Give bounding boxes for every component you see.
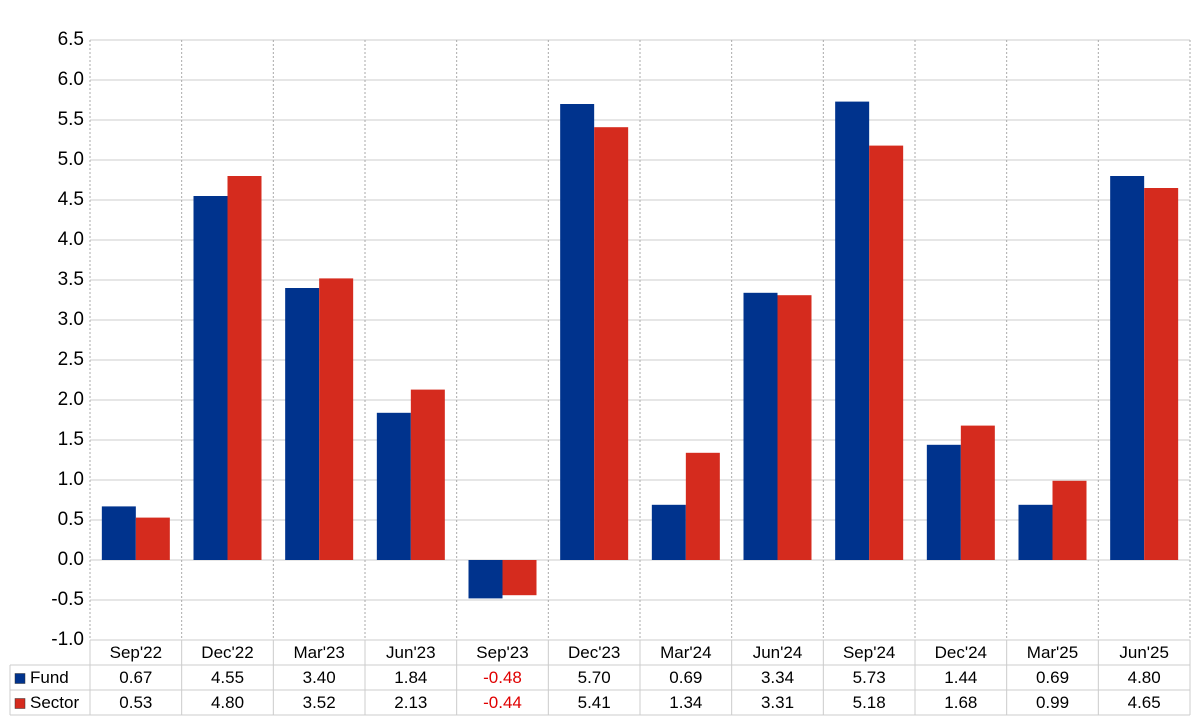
table-value: 2.13 bbox=[394, 693, 427, 712]
bar bbox=[135, 517, 170, 560]
bar bbox=[101, 506, 136, 560]
table-value: 4.80 bbox=[211, 693, 244, 712]
table-value: 3.52 bbox=[303, 693, 336, 712]
table-value: 3.31 bbox=[761, 693, 794, 712]
y-tick-label: -0.5 bbox=[51, 589, 84, 610]
table-value: 3.40 bbox=[303, 668, 336, 687]
bar bbox=[227, 176, 262, 560]
bar bbox=[594, 127, 629, 560]
bar bbox=[376, 412, 411, 560]
table-value: 3.34 bbox=[761, 668, 794, 687]
x-tick-label: Jun'23 bbox=[386, 643, 436, 662]
bar bbox=[743, 292, 778, 560]
bar bbox=[193, 196, 228, 560]
table-value: 0.69 bbox=[1036, 668, 1069, 687]
table-value: -0.48 bbox=[483, 668, 522, 687]
x-tick-label: Mar'25 bbox=[1027, 643, 1078, 662]
bar bbox=[319, 278, 354, 560]
y-tick-label: -1.0 bbox=[51, 629, 84, 650]
x-tick-label: Sep'22 bbox=[110, 643, 162, 662]
table-value: 4.80 bbox=[1128, 668, 1161, 687]
bar bbox=[1110, 176, 1145, 560]
y-tick-label: 0.0 bbox=[58, 549, 84, 570]
table-value: 1.34 bbox=[669, 693, 702, 712]
x-tick-label: Dec'23 bbox=[568, 643, 620, 662]
x-tick-label: Sep'24 bbox=[843, 643, 895, 662]
bar bbox=[1018, 504, 1053, 560]
y-tick-label: 2.0 bbox=[58, 389, 84, 410]
y-tick-label: 5.0 bbox=[58, 149, 84, 170]
legend-label: Sector bbox=[30, 693, 79, 712]
legend-swatch bbox=[14, 698, 26, 709]
bar bbox=[960, 425, 995, 560]
y-tick-label: 6.5 bbox=[58, 29, 84, 50]
table-value: 0.99 bbox=[1036, 693, 1069, 712]
table-value: 5.70 bbox=[578, 668, 611, 687]
y-tick-label: 4.5 bbox=[58, 189, 84, 210]
bar bbox=[410, 389, 445, 560]
bar bbox=[685, 452, 720, 560]
bar bbox=[651, 504, 686, 560]
table-value: 0.53 bbox=[119, 693, 152, 712]
table-value: 1.68 bbox=[944, 693, 977, 712]
x-tick-label: Sep'23 bbox=[476, 643, 528, 662]
bar bbox=[835, 101, 870, 560]
table-value: 5.41 bbox=[578, 693, 611, 712]
x-tick-label: Mar'24 bbox=[660, 643, 711, 662]
bar bbox=[926, 444, 961, 560]
table-value: -0.44 bbox=[483, 693, 522, 712]
table-value: 5.73 bbox=[853, 668, 886, 687]
table-value: 0.69 bbox=[669, 668, 702, 687]
x-tick-label: Dec'24 bbox=[935, 643, 987, 662]
table-value: 4.55 bbox=[211, 668, 244, 687]
table-value: 0.67 bbox=[119, 668, 152, 687]
y-tick-label: 0.5 bbox=[58, 509, 84, 530]
y-tick-label: 1.0 bbox=[58, 469, 84, 490]
y-tick-label: 6.0 bbox=[58, 69, 84, 90]
table-value: 5.18 bbox=[853, 693, 886, 712]
bar bbox=[560, 104, 595, 560]
table-value: 1.44 bbox=[944, 668, 977, 687]
y-tick-label: 5.5 bbox=[58, 109, 84, 130]
x-tick-label: Dec'22 bbox=[201, 643, 253, 662]
y-tick-label: 3.0 bbox=[58, 309, 84, 330]
legend-swatch bbox=[14, 673, 26, 684]
y-tick-label: 1.5 bbox=[58, 429, 84, 450]
table-value: 1.84 bbox=[394, 668, 427, 687]
bar bbox=[777, 295, 812, 560]
legend-label: Fund bbox=[30, 668, 69, 687]
y-tick-label: 3.5 bbox=[58, 269, 84, 290]
table-value: 4.65 bbox=[1128, 693, 1161, 712]
x-tick-label: Jun'25 bbox=[1119, 643, 1169, 662]
bar bbox=[468, 560, 503, 599]
y-tick-label: 2.5 bbox=[58, 349, 84, 370]
bar bbox=[285, 288, 320, 560]
bar bbox=[502, 560, 537, 596]
bar bbox=[1052, 480, 1087, 560]
x-tick-label: Mar'23 bbox=[293, 643, 344, 662]
x-tick-label: Jun'24 bbox=[753, 643, 803, 662]
y-tick-label: 4.0 bbox=[58, 229, 84, 250]
bar bbox=[1144, 188, 1179, 560]
bar bbox=[869, 145, 904, 560]
